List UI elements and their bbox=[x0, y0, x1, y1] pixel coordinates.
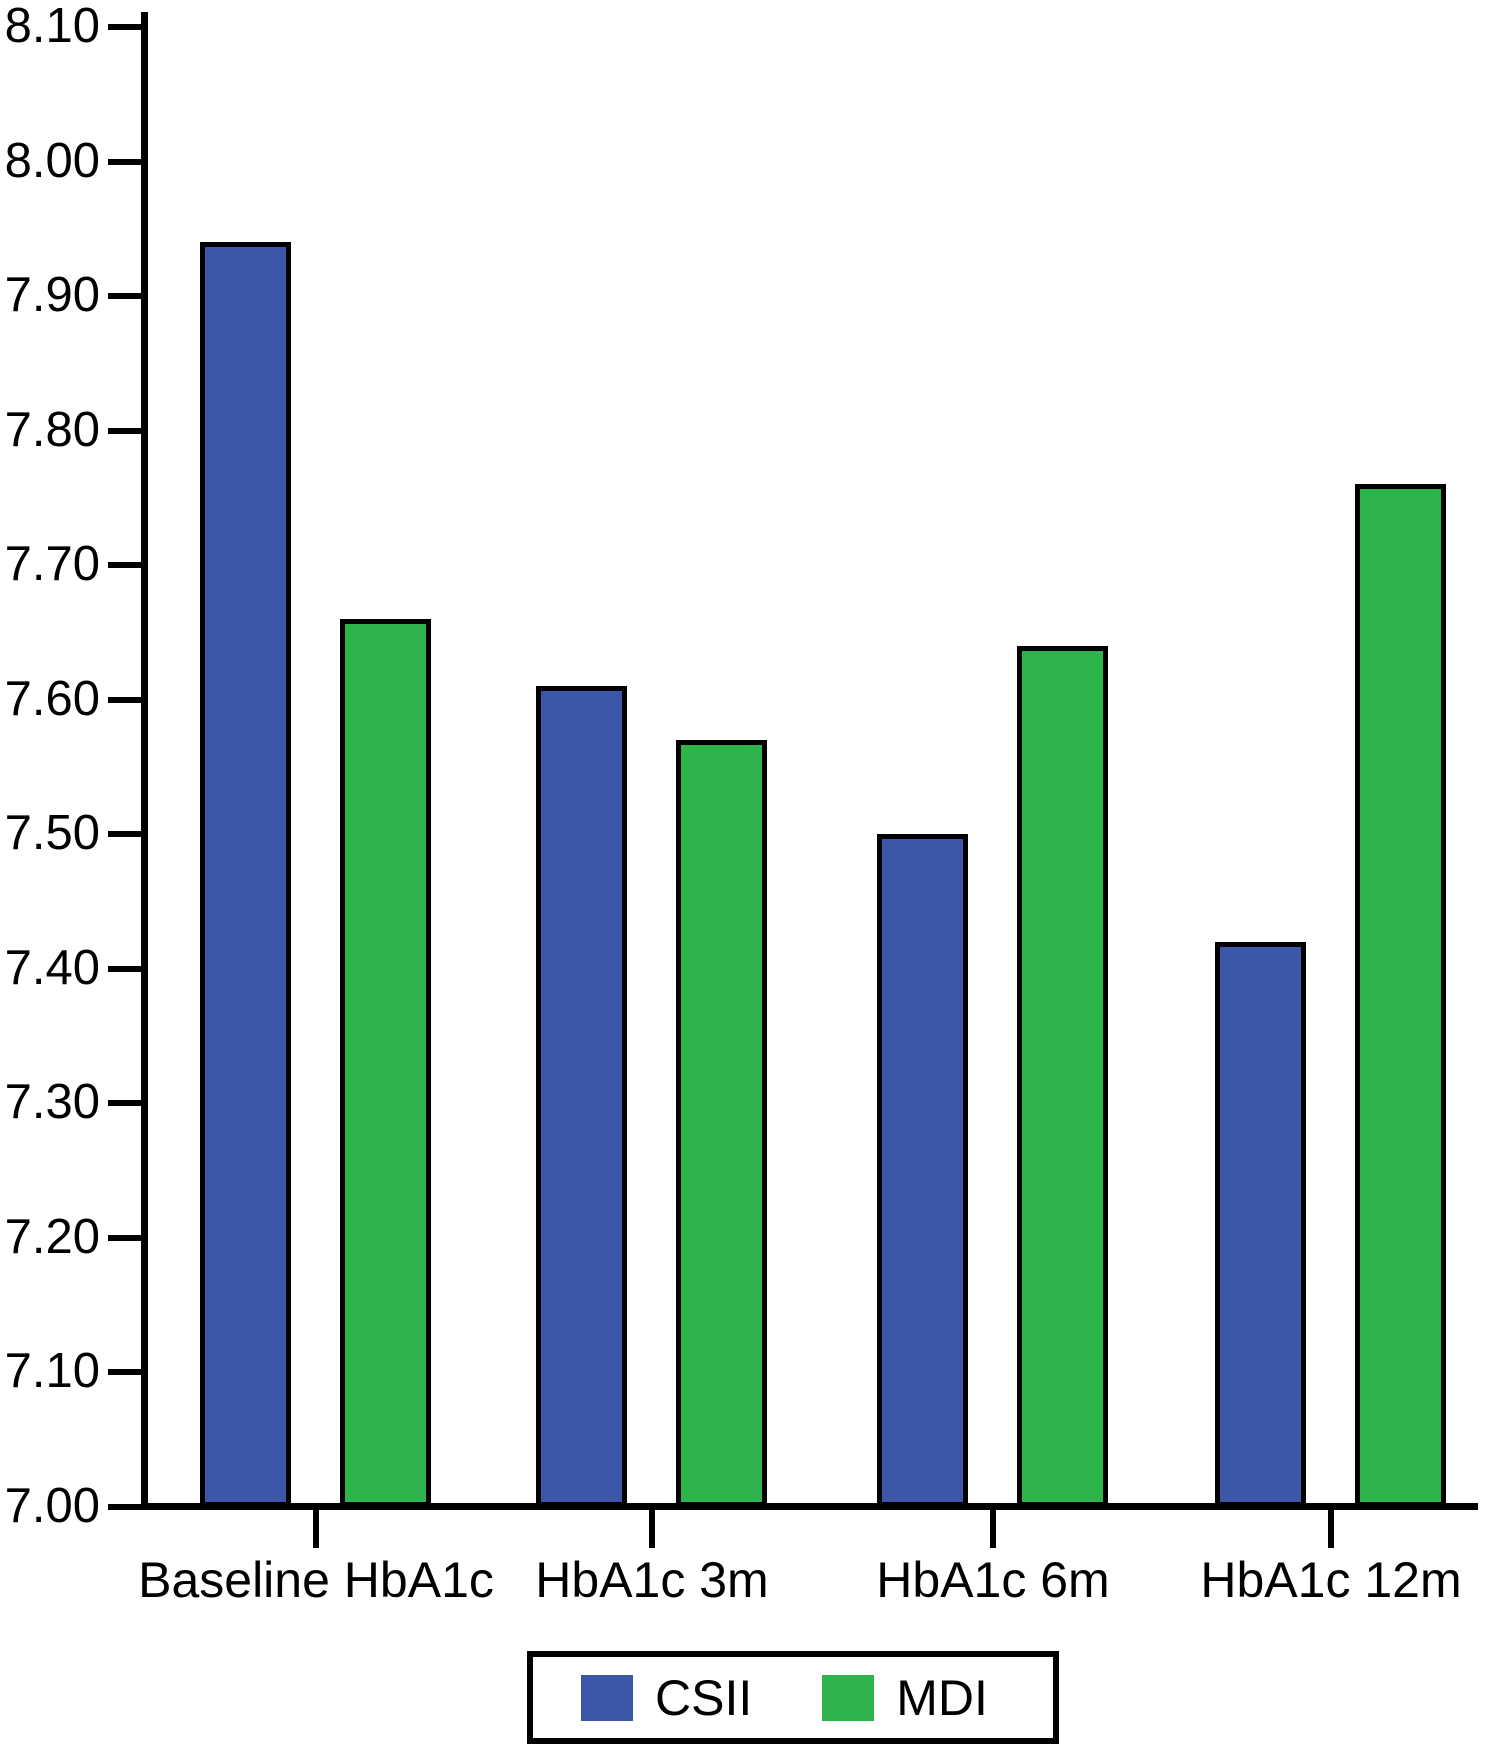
legend-swatch-csii bbox=[581, 1674, 633, 1721]
y-tick-label-7-00: 7.00 bbox=[4, 1479, 100, 1533]
y-tick-7-00 bbox=[108, 1504, 141, 1510]
y-tick-8-00 bbox=[108, 159, 141, 165]
y-tick-7-20 bbox=[108, 1235, 141, 1241]
plot-area bbox=[148, 27, 1478, 1507]
y-axis-line bbox=[141, 12, 148, 1510]
y-tick-7-70 bbox=[108, 562, 141, 568]
bar-csii-hba1c-6m bbox=[877, 834, 968, 1507]
y-tick-label-7-10: 7.10 bbox=[4, 1344, 100, 1398]
bar-mdi-hba1c-12m bbox=[1355, 484, 1446, 1507]
legend-item-csii: CSII bbox=[581, 1673, 752, 1723]
y-tick-label-7-80: 7.80 bbox=[4, 403, 100, 457]
bar-mdi-baseline-hba1c bbox=[340, 619, 431, 1507]
legend: CSII MDI bbox=[527, 1651, 1059, 1744]
y-tick-8-10 bbox=[108, 24, 141, 30]
y-tick-7-30 bbox=[108, 1100, 141, 1106]
y-tick-label-7-20: 7.20 bbox=[4, 1210, 100, 1264]
y-tick-label-7-40: 7.40 bbox=[4, 941, 100, 995]
legend-label-mdi: MDI bbox=[896, 1669, 988, 1726]
y-tick-7-90 bbox=[108, 293, 141, 299]
y-tick-7-50 bbox=[108, 831, 141, 837]
x-axis-line bbox=[141, 1503, 1478, 1510]
x-axis-label-baseline-hba1c: Baseline HbA1c bbox=[138, 1552, 494, 1608]
x-axis-label-hba1c-6m: HbA1c 6m bbox=[876, 1552, 1110, 1608]
y-tick-label-7-50: 7.50 bbox=[4, 806, 100, 860]
x-axis-label-hba1c-12m: HbA1c 12m bbox=[1200, 1552, 1462, 1608]
x-tick-baseline-hba1c bbox=[313, 1510, 319, 1548]
bar-csii-hba1c-12m bbox=[1215, 942, 1306, 1507]
bar-mdi-hba1c-3m bbox=[676, 740, 767, 1507]
x-tick-hba1c-3m bbox=[649, 1510, 655, 1548]
y-tick-7-80 bbox=[108, 428, 141, 434]
x-axis-label-hba1c-3m: HbA1c 3m bbox=[535, 1552, 769, 1608]
legend-item-mdi: MDI bbox=[822, 1673, 988, 1723]
y-tick-label-7-70: 7.70 bbox=[4, 537, 100, 591]
bar-csii-baseline-hba1c bbox=[200, 242, 291, 1507]
x-tick-hba1c-12m bbox=[1328, 1510, 1334, 1548]
y-tick-7-40 bbox=[108, 966, 141, 972]
y-tick-label-7-30: 7.30 bbox=[4, 1075, 100, 1129]
legend-label-csii: CSII bbox=[655, 1669, 753, 1726]
y-tick-label-7-60: 7.60 bbox=[4, 672, 100, 726]
legend-swatch-mdi bbox=[822, 1674, 875, 1721]
y-tick-label-7-90: 7.90 bbox=[4, 268, 100, 322]
y-tick-label-8-00: 8.00 bbox=[4, 134, 100, 188]
y-tick-7-60 bbox=[108, 697, 141, 703]
y-tick-7-10 bbox=[108, 1369, 141, 1375]
bar-csii-hba1c-3m bbox=[536, 686, 627, 1507]
x-tick-hba1c-6m bbox=[990, 1510, 996, 1548]
y-tick-label-8-10: 8.10 bbox=[4, 0, 100, 53]
bar-mdi-hba1c-6m bbox=[1017, 646, 1108, 1507]
